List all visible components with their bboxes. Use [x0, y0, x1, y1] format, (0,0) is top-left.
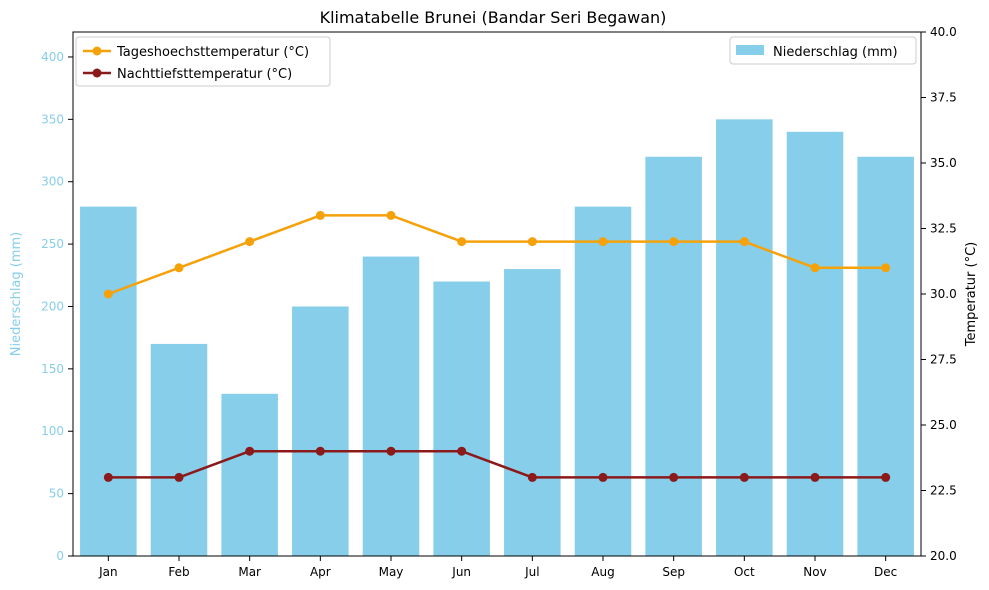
precip-bar-sep — [645, 156, 702, 556]
high-temp-point-dec — [881, 263, 891, 273]
low-temp-point-sep — [669, 472, 679, 482]
legend-low-temp-marker — [92, 68, 102, 78]
precip-bar-nov — [786, 131, 844, 557]
low-temp-point-dec — [881, 472, 891, 482]
low-temp-point-may — [386, 446, 396, 456]
high-temp-point-mar — [245, 237, 255, 247]
left-tick-label: 100 — [41, 424, 64, 438]
high-temp-point-aug — [598, 237, 608, 247]
low-temp-point-aug — [598, 472, 608, 482]
low-temp-point-feb — [174, 472, 184, 482]
low-temp-point-jul — [527, 472, 537, 482]
left-tick-label: 50 — [49, 487, 64, 501]
precip-bar-feb — [150, 343, 208, 556]
high-temp-point-jan — [103, 289, 113, 299]
precip-bar-jul — [504, 269, 561, 556]
low-temp-point-jan — [103, 472, 113, 482]
high-temp-line — [107, 214, 886, 296]
chart-title: Klimatabelle Brunei (Bandar Seri Begawan… — [320, 8, 667, 27]
right-tick-label: 22.5 — [930, 484, 957, 498]
left-tick-label: 400 — [41, 50, 64, 64]
low-temp-point-mar — [245, 446, 255, 456]
precip-bar-jun — [433, 281, 490, 556]
high-temp-point-jul — [527, 237, 537, 247]
high-temp-point-nov — [810, 263, 820, 273]
legend-precipitation-box — [729, 36, 917, 65]
legend-temperature-box — [75, 36, 331, 87]
legend-low-temp-label: Nachttiefsttemperatur (°C) — [117, 67, 292, 82]
high-temp-point-jun — [457, 237, 467, 247]
x-tick-label-oct: Oct — [734, 565, 755, 579]
x-tick-label-jul: Jul — [524, 565, 539, 579]
high-temp-point-feb — [174, 263, 184, 273]
temperature-lines — [103, 210, 891, 482]
low-temp-line — [108, 449, 886, 479]
precip-bar-jan — [80, 206, 137, 556]
low-temp-point-oct — [739, 472, 749, 482]
left-tick-label: 150 — [41, 362, 64, 376]
precipitation-bars — [80, 119, 914, 557]
left-tick-label: 200 — [41, 299, 64, 313]
x-tick-label-apr: Apr — [310, 565, 331, 579]
legend-precipitation: Niederschlag (mm) — [729, 36, 917, 65]
legend-temperature: Tageshoechsttemperatur (°C) Nachttiefstt… — [75, 36, 331, 87]
x-tick-label-sep: Sep — [662, 565, 685, 579]
x-axis: Jan Feb Mar Apr May Jun Jul Aug Sep Oct Nov Dec — [98, 556, 897, 579]
high-temp-point-oct — [739, 237, 749, 247]
high-temp-point-apr — [315, 210, 325, 220]
left-y-axis: 0 50 100 150 200 250 300 350 400 — [41, 50, 73, 563]
low-temp-point-jun — [457, 446, 467, 456]
legend-precipitation-label: Niederschlag (mm) — [773, 45, 898, 60]
x-tick-label-aug: Aug — [591, 565, 614, 579]
precip-bar-may — [362, 256, 420, 556]
x-tick-label-may: May — [379, 565, 404, 579]
right-tick-label: 32.5 — [930, 222, 957, 236]
x-tick-label-mar: Mar — [238, 565, 261, 579]
high-temp-point-may — [386, 210, 396, 220]
left-axis-title: Niederschlag (mm) — [9, 232, 24, 357]
precip-bar-dec — [857, 156, 914, 556]
x-tick-label-feb: Feb — [168, 565, 189, 579]
right-tick-label: 37.5 — [930, 91, 957, 105]
legend-high-temp-label: Tageshoechsttemperatur (°C) — [116, 45, 309, 60]
low-temp-point-nov — [810, 472, 820, 482]
precip-bar-apr — [292, 306, 349, 556]
low-temp-point-apr — [315, 446, 325, 456]
legend-precipitation-swatch — [736, 45, 764, 55]
left-tick-label: 0 — [56, 549, 64, 563]
x-tick-label-nov: Nov — [803, 565, 826, 579]
left-tick-label: 300 — [41, 175, 64, 189]
right-tick-label: 27.5 — [930, 353, 957, 367]
x-tick-label-jun: Jun — [451, 565, 471, 579]
right-tick-label: 20.0 — [930, 549, 957, 563]
x-tick-label-dec: Dec — [874, 565, 897, 579]
high-temp-point-sep — [669, 237, 679, 247]
precip-bar-oct — [716, 119, 773, 556]
right-axis-title: Temperatur (°C) — [964, 242, 979, 348]
left-tick-label: 350 — [41, 112, 64, 126]
right-tick-label: 40.0 — [930, 25, 957, 39]
right-y-axis: 20.0 22.5 25.0 27.5 30.0 32.5 35.0 37.5 40.0 — [921, 25, 957, 563]
right-tick-label: 25.0 — [930, 418, 957, 432]
precip-bar-aug — [574, 206, 632, 556]
left-tick-label: 250 — [41, 237, 64, 251]
precip-bar-mar — [221, 393, 278, 556]
x-tick-label-jan: Jan — [98, 565, 118, 579]
legend-high-temp-marker — [92, 46, 102, 56]
right-tick-label: 30.0 — [930, 287, 957, 301]
right-tick-label: 35.0 — [930, 156, 957, 170]
